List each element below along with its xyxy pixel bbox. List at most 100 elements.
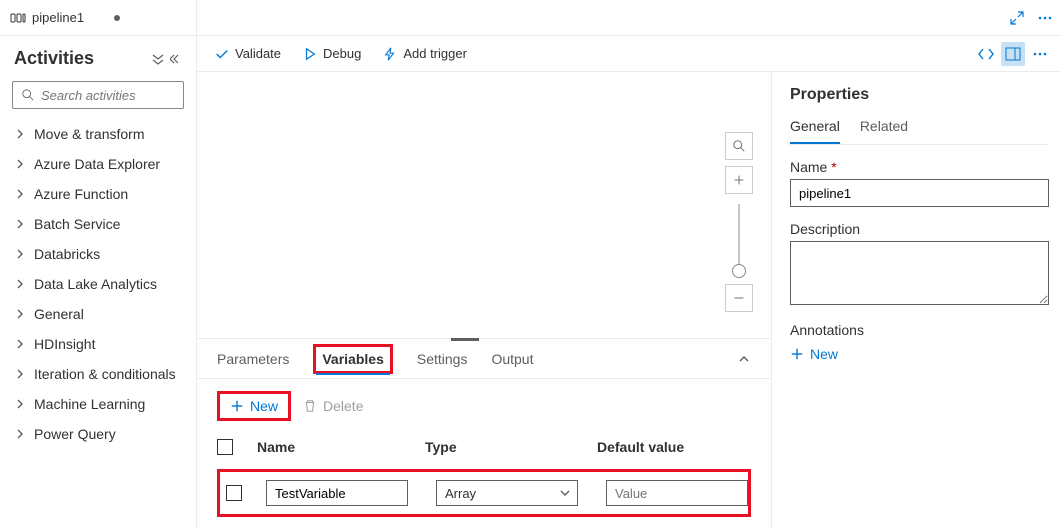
activity-label: Azure Function (34, 186, 128, 202)
properties-toggle-icon[interactable] (1001, 42, 1025, 66)
toolbar: Validate Debug Add trigger (197, 36, 1061, 72)
toolbar-more-icon[interactable] (1031, 45, 1049, 63)
activity-group[interactable]: Power Query (4, 419, 192, 449)
zoom-out-button[interactable] (725, 284, 753, 312)
dirty-indicator-icon (114, 15, 120, 21)
debug-button[interactable]: Debug (303, 46, 361, 61)
col-name: Name (257, 439, 425, 455)
activity-label: Data Lake Analytics (34, 276, 157, 292)
canvas-column: Parameters Variables Settings Output New… (197, 72, 771, 529)
trash-icon (303, 399, 317, 413)
main-area: Validate Debug Add trigger (196, 0, 1061, 529)
activity-group[interactable]: Databricks (4, 239, 192, 269)
activity-group[interactable]: Iteration & conditionals (4, 359, 192, 389)
more-icon[interactable] (1037, 10, 1053, 26)
delete-label: Delete (323, 398, 363, 414)
collapse-left-icon[interactable] (170, 53, 182, 65)
activity-label: Machine Learning (34, 396, 145, 412)
activity-group[interactable]: HDInsight (4, 329, 192, 359)
pipeline-icon (10, 10, 26, 26)
pipeline-canvas[interactable] (197, 72, 771, 338)
col-default: Default value (597, 439, 747, 455)
top-strip (197, 0, 1061, 36)
select-all-checkbox[interactable] (217, 439, 233, 455)
activity-group[interactable]: Move & transform (4, 119, 192, 149)
props-tab-related[interactable]: Related (860, 118, 908, 144)
activity-label: General (34, 306, 84, 322)
variable-type-value: Array (445, 486, 476, 501)
chevron-right-icon (14, 248, 26, 260)
add-trigger-button[interactable]: Add trigger (383, 46, 467, 61)
new-annotation-button[interactable]: New (790, 346, 838, 362)
chevron-right-icon (14, 428, 26, 440)
new-annotation-label: New (810, 346, 838, 362)
activities-header: Activities (0, 36, 196, 75)
collapse-panel-icon[interactable] (737, 352, 751, 366)
name-label: Name * (790, 159, 1049, 175)
activities-title: Activities (14, 48, 150, 69)
tab-title[interactable]: pipeline1 (32, 10, 84, 25)
code-icon[interactable] (977, 45, 995, 63)
variable-name-input[interactable] (266, 480, 408, 506)
activity-label: Iteration & conditionals (34, 366, 176, 382)
chevron-right-icon (14, 128, 26, 140)
variable-table-header: Name Type Default value (197, 433, 771, 465)
debug-label: Debug (323, 46, 361, 61)
tab-output[interactable]: Output (491, 345, 533, 373)
properties-panel: Properties General Related Name * Descri… (771, 72, 1061, 529)
plus-icon (230, 399, 244, 413)
tab-variables[interactable]: Variables (313, 344, 393, 374)
chevron-down-icon (559, 487, 571, 499)
lightning-icon (383, 47, 397, 61)
validate-button[interactable]: Validate (215, 46, 281, 61)
description-label: Description (790, 221, 1049, 237)
variable-row: Array (217, 469, 751, 517)
chevron-right-icon (14, 158, 26, 170)
expand-icon[interactable] (1009, 10, 1025, 26)
zoom-thumb[interactable] (732, 264, 746, 278)
activity-group[interactable]: Batch Service (4, 209, 192, 239)
tab-settings[interactable]: Settings (417, 345, 468, 373)
activity-label: Move & transform (34, 126, 144, 142)
activity-label: Azure Data Explorer (34, 156, 160, 172)
variable-default-input[interactable] (606, 480, 748, 506)
validate-label: Validate (235, 46, 281, 61)
activity-label: Power Query (34, 426, 116, 442)
search-activities-field[interactable] (41, 88, 219, 103)
chevron-right-icon (14, 398, 26, 410)
variable-type-select[interactable]: Array (436, 480, 578, 506)
chevron-right-icon (14, 308, 26, 320)
search-activities-input[interactable] (12, 81, 184, 109)
bottom-tabs: Parameters Variables Settings Output (197, 339, 771, 379)
activity-group[interactable]: Azure Function (4, 179, 192, 209)
activity-label: Batch Service (34, 216, 120, 232)
zoom-slider[interactable] (738, 204, 740, 274)
activity-group[interactable]: Machine Learning (4, 389, 192, 419)
chevron-right-icon (14, 368, 26, 380)
activity-group[interactable]: General (4, 299, 192, 329)
trigger-label: Add trigger (403, 46, 467, 61)
properties-title: Properties (790, 86, 1049, 104)
tab-parameters[interactable]: Parameters (217, 345, 289, 373)
new-label: New (250, 398, 278, 414)
description-input[interactable] (790, 241, 1049, 305)
activities-sidebar: pipeline1 Activities Move & transform Az… (0, 0, 196, 529)
variable-actions: New Delete (197, 379, 771, 433)
play-icon (303, 47, 317, 61)
zoom-controls (725, 132, 753, 312)
name-input[interactable] (790, 179, 1049, 207)
new-variable-button[interactable]: New (217, 391, 291, 421)
fit-button[interactable] (725, 132, 753, 160)
col-type: Type (425, 439, 597, 455)
bottom-panel: Parameters Variables Settings Output New… (197, 338, 771, 529)
zoom-in-button[interactable] (725, 166, 753, 194)
props-tab-general[interactable]: General (790, 118, 840, 144)
row-checkbox[interactable] (226, 485, 242, 501)
activity-group[interactable]: Azure Data Explorer (4, 149, 192, 179)
chevrons-down-icon[interactable] (150, 51, 166, 67)
activity-label: Databricks (34, 246, 100, 262)
activity-group[interactable]: Data Lake Analytics (4, 269, 192, 299)
annotations-label: Annotations (790, 322, 1049, 338)
chevron-right-icon (14, 338, 26, 350)
search-icon (21, 88, 35, 102)
